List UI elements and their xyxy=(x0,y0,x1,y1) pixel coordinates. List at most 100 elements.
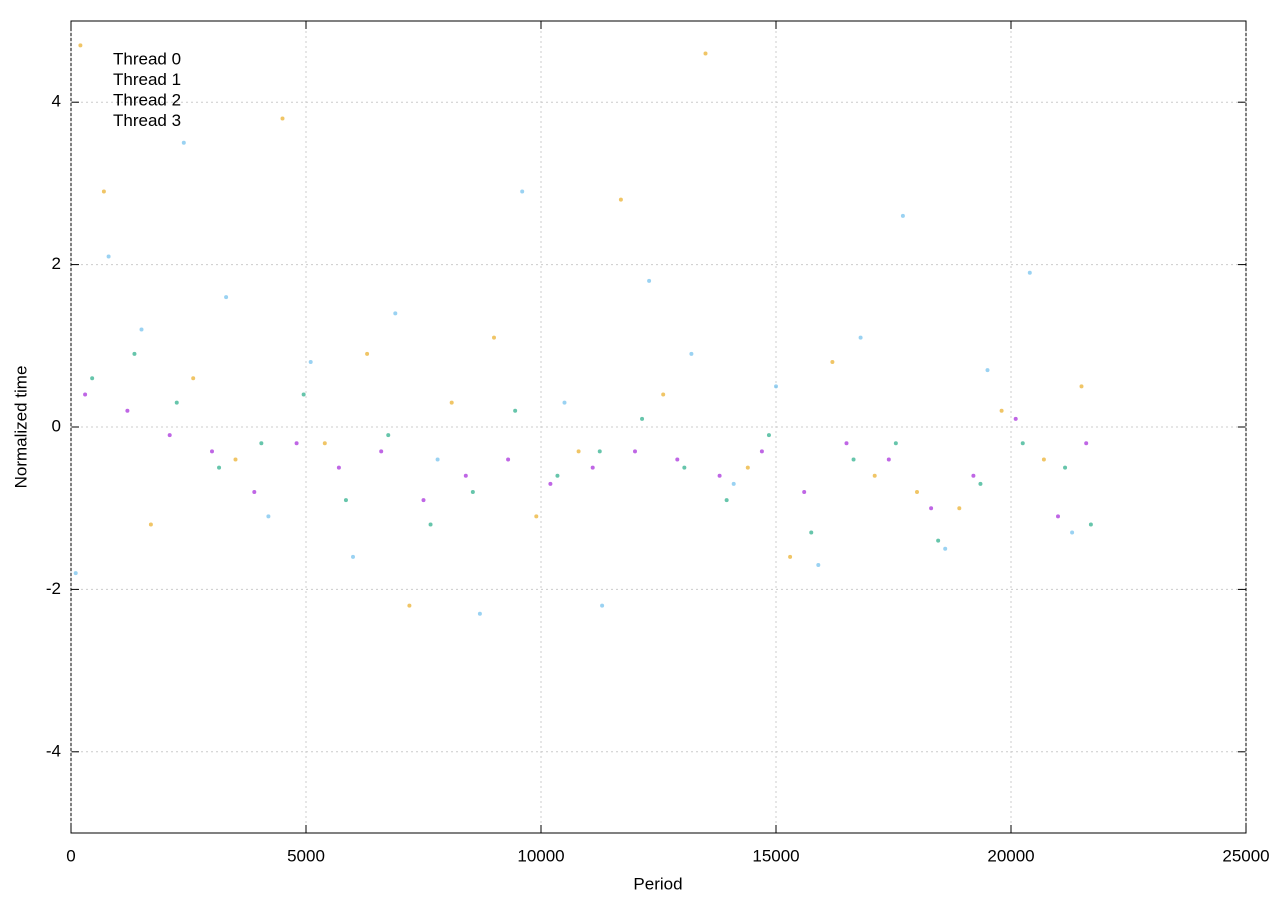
point xyxy=(802,489,807,494)
y-tick-label: -4 xyxy=(46,741,61,760)
legend-label: Thread 2 xyxy=(113,90,181,109)
point xyxy=(259,441,264,446)
point xyxy=(774,384,778,389)
point xyxy=(886,457,891,462)
point xyxy=(365,351,370,356)
point xyxy=(217,465,222,470)
point xyxy=(703,51,708,56)
point xyxy=(1013,416,1018,421)
point xyxy=(336,465,341,470)
point xyxy=(1041,457,1046,462)
point xyxy=(428,522,433,527)
point xyxy=(661,392,666,397)
legend-label: Thread 1 xyxy=(113,70,181,89)
y-axis-label: Normalized time xyxy=(11,366,30,489)
point xyxy=(280,116,285,121)
point xyxy=(858,335,863,340)
x-axis-label: Period xyxy=(633,874,682,893)
point xyxy=(971,473,976,478)
point xyxy=(393,311,398,316)
point xyxy=(386,433,391,438)
point xyxy=(191,376,196,381)
point xyxy=(125,408,130,413)
point xyxy=(759,449,764,454)
point xyxy=(148,522,153,527)
point xyxy=(548,481,553,486)
point xyxy=(435,457,440,462)
point xyxy=(809,530,814,535)
point xyxy=(181,140,186,145)
point xyxy=(999,408,1004,413)
point xyxy=(1027,270,1032,275)
point xyxy=(985,368,990,373)
point xyxy=(294,441,299,446)
point xyxy=(816,563,821,568)
point xyxy=(717,473,722,478)
point xyxy=(915,489,919,494)
point xyxy=(106,254,111,259)
point xyxy=(101,189,106,194)
point xyxy=(682,465,687,470)
x-tick-label: 0 xyxy=(66,846,75,865)
point xyxy=(506,457,511,462)
x-tick-label: 5000 xyxy=(287,846,325,865)
point xyxy=(233,457,238,462)
point xyxy=(407,603,412,608)
point xyxy=(900,213,905,218)
point xyxy=(252,489,257,494)
point xyxy=(421,498,426,503)
point xyxy=(1088,522,1093,527)
point xyxy=(978,481,983,486)
x-tick-label: 10000 xyxy=(517,846,564,865)
point xyxy=(351,554,355,559)
point xyxy=(766,433,771,438)
point xyxy=(1070,530,1075,535)
point xyxy=(1084,441,1089,446)
point xyxy=(731,481,736,486)
point xyxy=(957,506,962,511)
point xyxy=(463,473,468,478)
point xyxy=(600,603,605,608)
y-tick-label: -2 xyxy=(46,579,61,598)
point xyxy=(78,43,83,48)
point xyxy=(379,449,384,454)
point xyxy=(449,400,454,405)
point xyxy=(633,449,637,454)
point xyxy=(929,506,934,511)
point xyxy=(343,498,348,503)
point xyxy=(851,457,856,462)
point xyxy=(73,571,78,576)
point xyxy=(513,408,518,413)
point xyxy=(936,538,941,543)
y-tick-label: 4 xyxy=(52,92,61,111)
point xyxy=(618,197,623,202)
point xyxy=(555,473,560,478)
point xyxy=(492,335,496,340)
point xyxy=(830,360,835,365)
point xyxy=(1063,465,1068,470)
legend-label: Thread 3 xyxy=(113,111,181,130)
point xyxy=(943,546,948,551)
x-tick-label: 20000 xyxy=(987,846,1034,865)
point xyxy=(893,441,898,446)
point xyxy=(788,554,793,559)
point xyxy=(562,400,567,405)
point xyxy=(301,392,306,397)
point xyxy=(210,449,214,454)
point xyxy=(689,351,694,356)
point xyxy=(675,457,680,462)
point xyxy=(470,489,475,494)
point xyxy=(745,465,750,470)
point xyxy=(576,449,581,454)
point xyxy=(1056,514,1060,519)
point xyxy=(90,376,95,381)
point xyxy=(590,465,595,470)
y-tick-label: 2 xyxy=(52,254,61,273)
point xyxy=(1020,441,1025,446)
legend-label: Thread 0 xyxy=(113,49,181,68)
point xyxy=(844,441,849,446)
point xyxy=(83,392,88,397)
point xyxy=(308,360,313,365)
point xyxy=(647,278,652,283)
